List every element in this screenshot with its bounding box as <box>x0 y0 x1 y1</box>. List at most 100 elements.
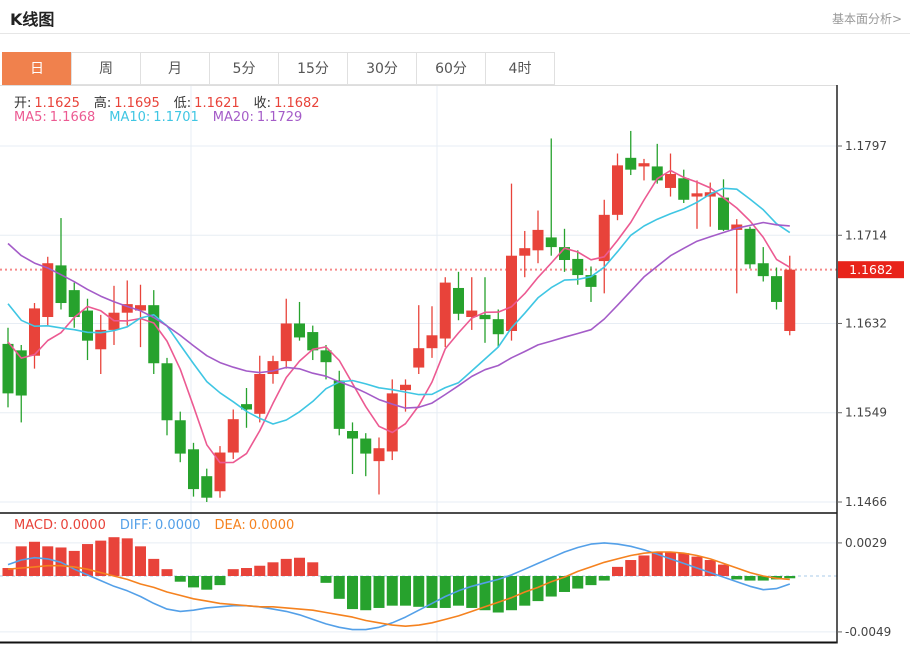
candle-body <box>69 290 80 317</box>
candle-body <box>572 259 583 275</box>
macd-bar <box>572 576 583 589</box>
legend-label: DIFF: <box>120 518 152 533</box>
legend-value: 1.1621 <box>194 96 240 111</box>
macd-bar <box>718 565 729 576</box>
macd-bar <box>122 538 133 576</box>
candle-body <box>175 420 186 453</box>
macd-histogram <box>3 537 796 612</box>
macd-bar <box>321 576 332 583</box>
macd-bar <box>387 576 398 606</box>
y-axis-labels: 1.17971.17141.16321.15491.14660.0029-0.0… <box>837 139 891 639</box>
macd-bar <box>599 576 610 581</box>
macd-bar <box>612 567 623 576</box>
macd-bar <box>639 555 650 576</box>
legend-label: MA5: <box>14 110 47 125</box>
macd-bar <box>42 546 53 576</box>
legend-label: MACD: <box>14 518 57 533</box>
candle-body <box>506 256 517 331</box>
candle-body <box>639 163 650 166</box>
price-tick-label: 1.1632 <box>845 316 887 330</box>
macd-bar <box>175 576 186 582</box>
macd-bar <box>109 537 120 576</box>
legend-label: MA20: <box>213 110 254 125</box>
macd-bar <box>201 576 212 590</box>
macd-bar <box>228 569 239 576</box>
ohlc-legend: 开:1.1625高:1.1695低:1.1621收:1.1682 <box>14 92 334 111</box>
macd-bar <box>135 546 146 576</box>
candle-body <box>758 263 769 276</box>
candlesticks <box>3 131 796 502</box>
legend-value: 0.0000 <box>249 518 295 533</box>
legend-label: 收: <box>254 96 271 111</box>
candle-body <box>321 350 332 362</box>
candle-body <box>201 476 212 498</box>
macd-bar <box>215 576 226 585</box>
macd-bar <box>294 558 305 576</box>
macd-bar <box>254 566 265 576</box>
candle-body <box>546 237 557 247</box>
candle-body <box>56 265 67 303</box>
candle-body <box>745 229 756 264</box>
candle-body <box>453 288 464 314</box>
macd-bar <box>95 541 106 576</box>
macd-bar <box>360 576 371 610</box>
macd-bar <box>413 576 424 607</box>
candle-body <box>3 344 14 393</box>
candle-body <box>281 323 292 361</box>
candle-body <box>400 385 411 390</box>
legend-label: 高: <box>94 96 111 111</box>
macd-bar <box>506 576 517 610</box>
legend-label: DEA: <box>215 518 246 533</box>
candle-body <box>493 319 504 334</box>
candle-body <box>360 439 371 454</box>
macd-bar <box>745 576 756 581</box>
candle-body <box>374 448 385 461</box>
macd-bar <box>374 576 385 608</box>
candle-body <box>42 263 53 317</box>
price-tick-label: 1.1549 <box>845 406 887 420</box>
macd-bar <box>440 576 451 608</box>
macd-bar <box>148 559 159 576</box>
legend-value: 1.1701 <box>153 110 199 125</box>
candle-body <box>82 311 93 341</box>
macd-bar <box>69 551 80 576</box>
legend-value: 1.1682 <box>274 96 320 111</box>
candle-body <box>307 332 318 350</box>
candle-body <box>599 215 610 261</box>
candle-body <box>148 305 159 363</box>
macd-bar <box>586 576 597 585</box>
candle-body <box>519 248 530 256</box>
ma20-line <box>8 223 790 409</box>
candle-body <box>678 178 689 200</box>
current-price-label: 1.1682 <box>849 262 893 277</box>
macd-bar <box>281 559 292 576</box>
macd-bar <box>307 562 318 576</box>
candle-body <box>533 230 544 250</box>
macd-bar <box>731 576 742 579</box>
legend-label: 低: <box>174 96 191 111</box>
macd-bar <box>334 576 345 599</box>
candle-body <box>440 283 451 339</box>
macd-bar <box>466 576 477 608</box>
macd-bar <box>784 576 795 578</box>
candle-body <box>427 335 438 348</box>
macd-bar <box>241 568 252 576</box>
candle-body <box>188 449 199 489</box>
macd-bar <box>162 569 173 576</box>
candle-body <box>784 270 795 331</box>
legend-label: 开: <box>14 96 31 111</box>
candle-body <box>692 193 703 196</box>
legend-value: 1.1668 <box>50 110 96 125</box>
price-tick-label: 1.1466 <box>845 495 887 509</box>
macd-bar <box>268 562 279 576</box>
candle-body <box>413 348 424 367</box>
candle-body <box>347 431 358 439</box>
macd-legend: MACD:0.0000DIFF:0.0000DEA:0.0000 <box>14 518 308 533</box>
legend-label: MA10: <box>109 110 150 125</box>
legend-value: 1.1695 <box>114 96 160 111</box>
candle-body <box>254 374 265 414</box>
macd-bar <box>82 544 93 576</box>
candle-body <box>480 315 491 319</box>
macd-bar <box>546 576 557 597</box>
candle-body <box>228 419 239 452</box>
